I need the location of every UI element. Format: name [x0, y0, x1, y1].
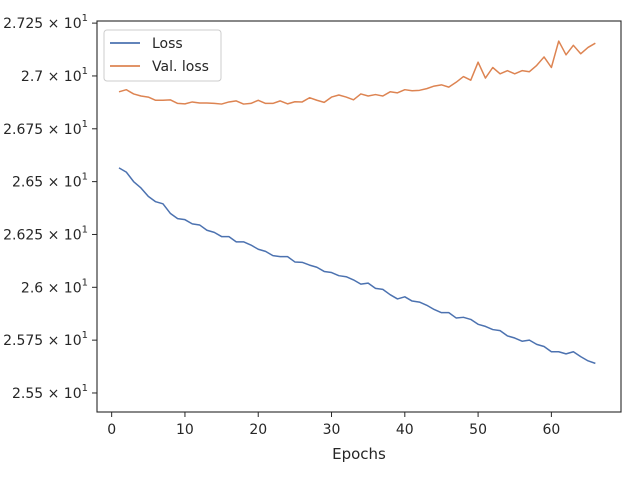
x-tick-label: 10	[176, 422, 194, 438]
legend: Loss Val. loss	[103, 29, 222, 82]
x-tick-label: 60	[542, 422, 560, 438]
y-tick-label: 2.625 × 101	[3, 224, 88, 243]
series-line-0	[118, 167, 596, 365]
y-tick-label: 2.55 × 101	[12, 383, 88, 402]
y-tick-label: 2.675 × 101	[3, 119, 88, 138]
x-tick-label: 40	[396, 422, 414, 438]
x-tick-label: 20	[249, 422, 267, 438]
plot-area	[96, 20, 622, 413]
x-axis-label: Epochs	[332, 445, 386, 463]
y-tick-label: 2.575 × 101	[3, 330, 88, 349]
x-axis: 0 10 20 30 40 50 60	[107, 412, 560, 438]
legend-label-0: Loss	[152, 36, 183, 52]
legend-label-1: Val. loss	[152, 59, 209, 75]
plot-frame	[96, 20, 622, 413]
series-line-1	[118, 40, 596, 105]
x-tick-label: 50	[469, 422, 487, 438]
x-tick-label: 30	[323, 422, 341, 438]
y-axis: 2.55 × 101 2.575 × 101 2.6 × 101 2.625 × 10…	[3, 13, 97, 402]
y-tick-label: 2.6 × 101	[21, 277, 88, 296]
y-tick-label: 2.65 × 101	[12, 172, 88, 191]
y-tick-label: 2.7 × 101	[21, 66, 88, 85]
y-tick-label: 2.725 × 101	[3, 13, 88, 32]
x-tick-label: 0	[107, 422, 116, 438]
